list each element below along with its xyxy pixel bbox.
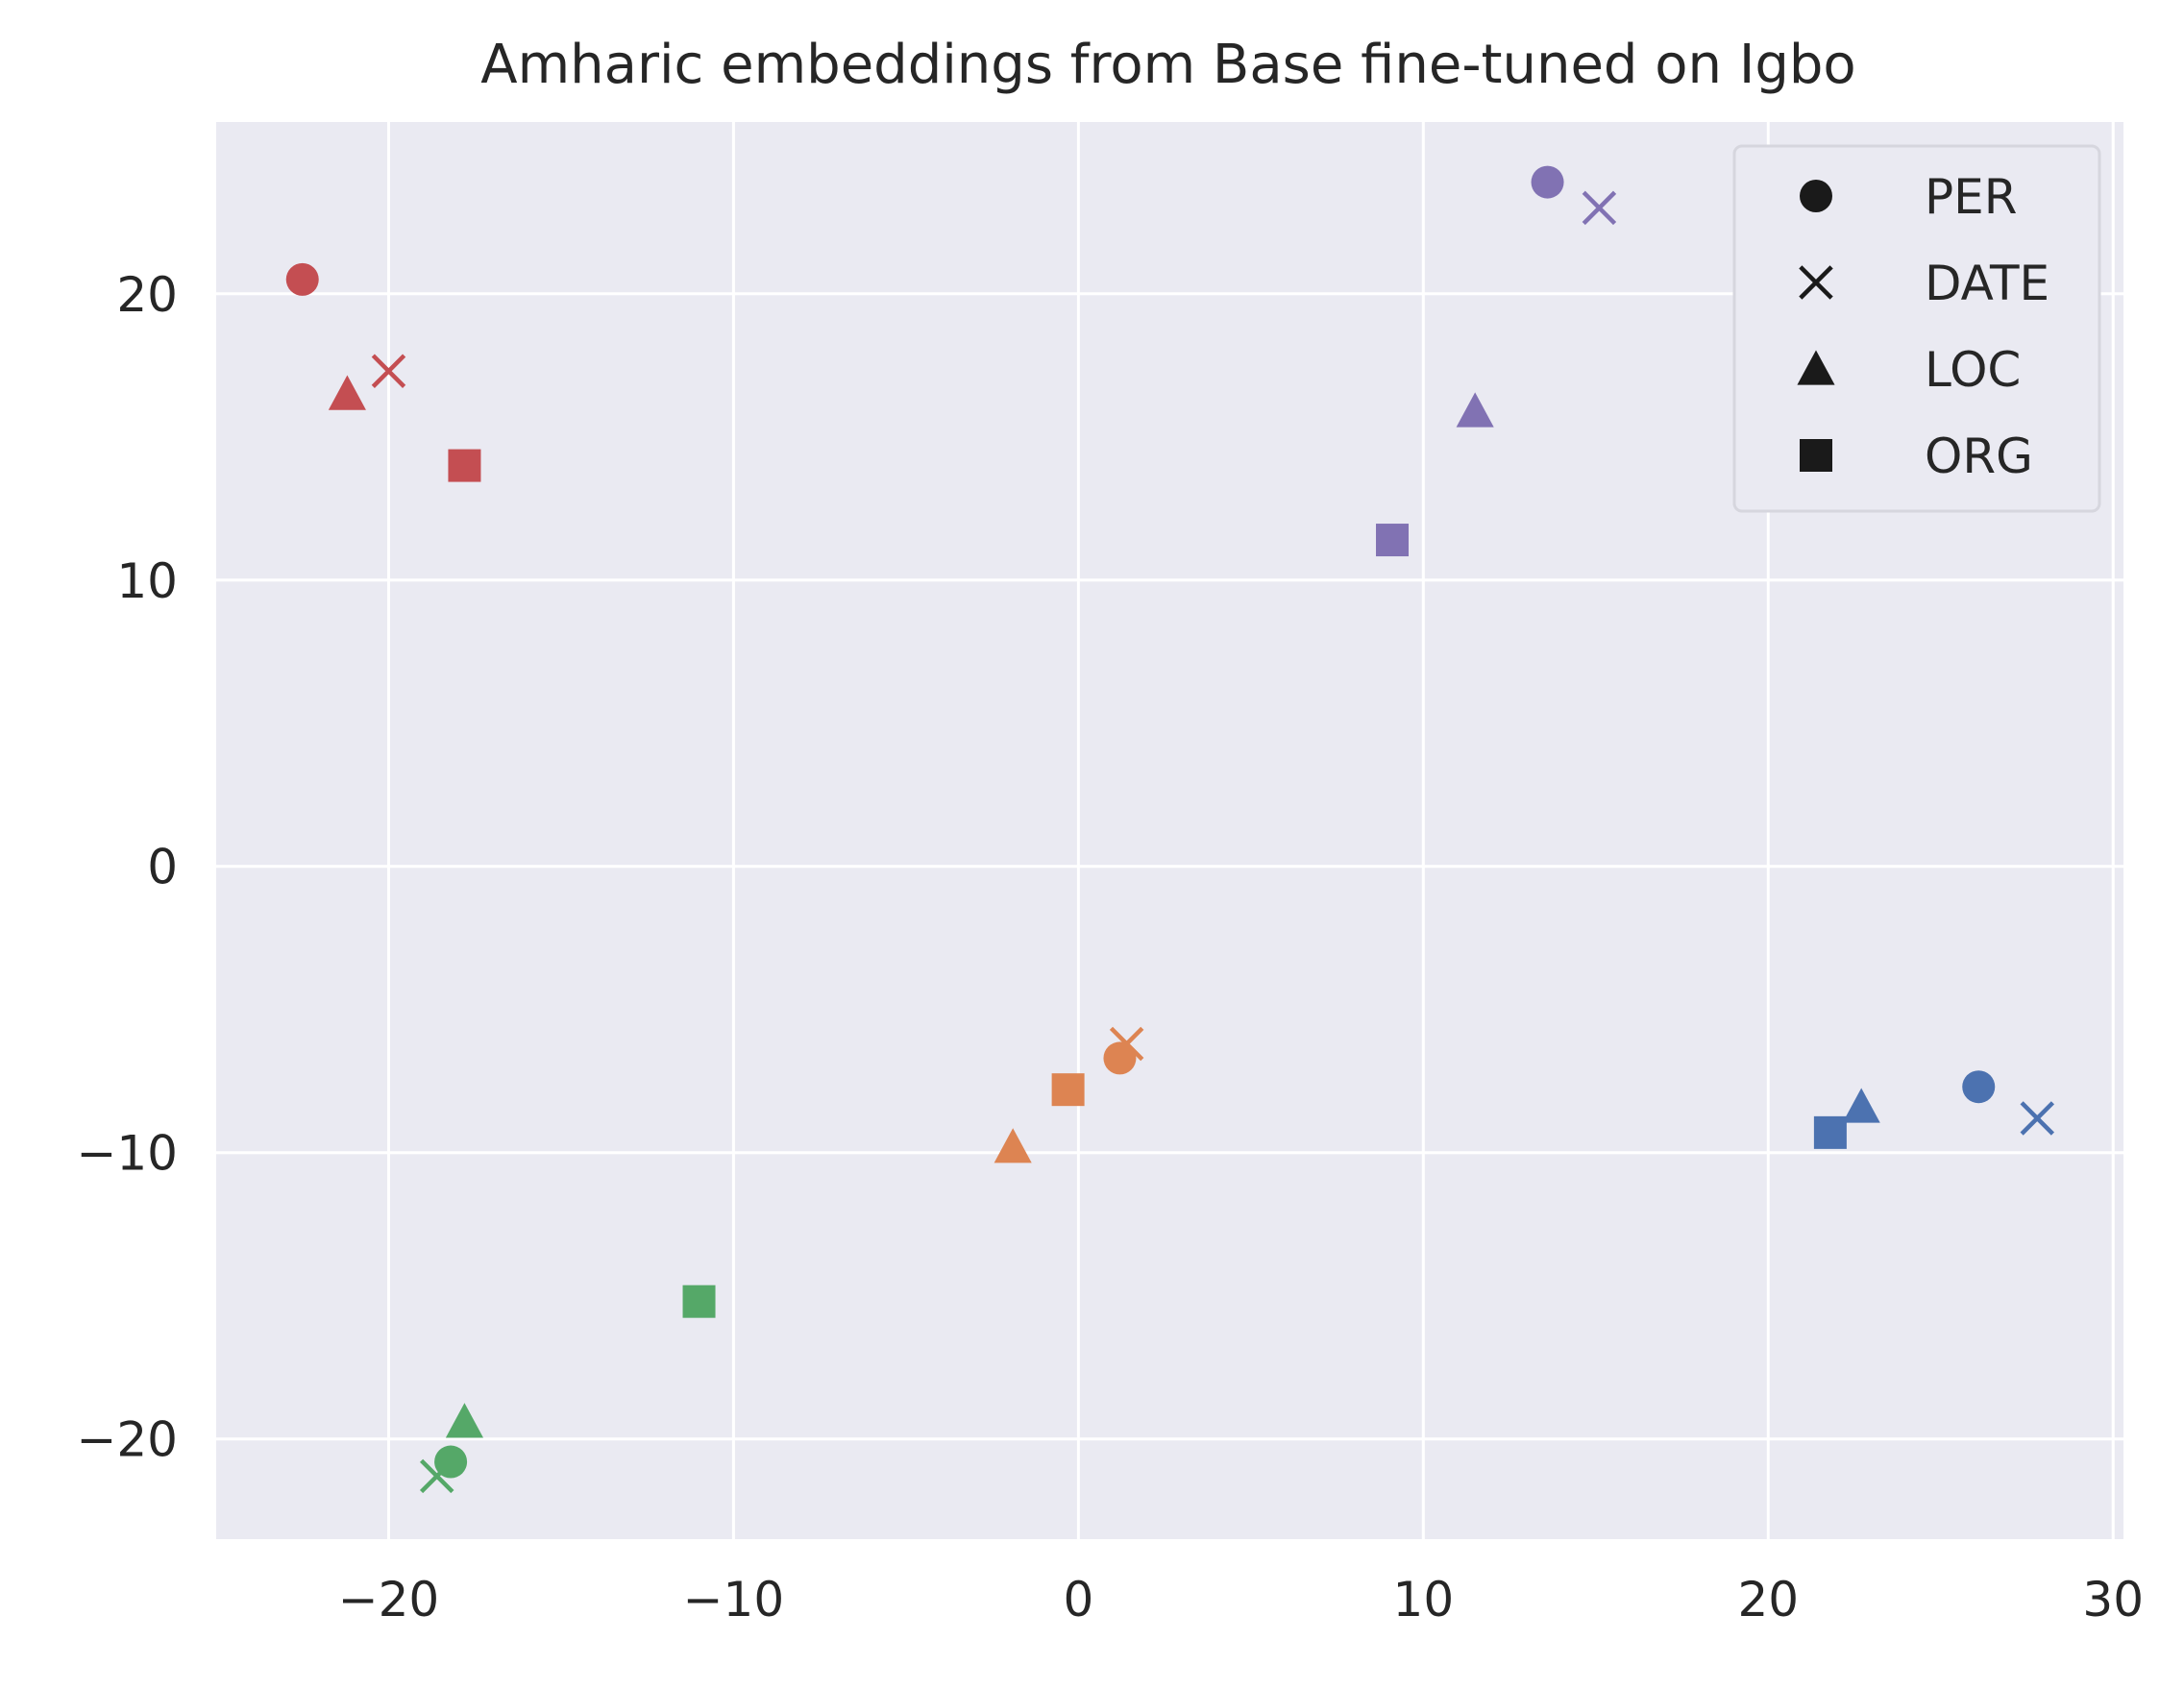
legend-label: DATE (1925, 256, 2049, 311)
data-point-square (1376, 524, 1410, 557)
x-tick-label: 10 (1393, 1572, 1455, 1628)
x-tick-label: −20 (338, 1572, 440, 1628)
data-point-x (2020, 1101, 2055, 1136)
data-point-square (682, 1285, 716, 1318)
legend-frame (1732, 144, 2101, 513)
y-tick-label: −20 (76, 1412, 178, 1468)
data-point-x (1582, 190, 1617, 226)
chart-title: Amharic embeddings from Base fine-tuned … (480, 34, 1855, 96)
legend-marker-x (1799, 265, 1833, 300)
legend-marker-circle (1800, 180, 1832, 212)
y-tick-label: 0 (147, 840, 178, 895)
legend: PER DATE LOC ORG (1732, 144, 2101, 513)
data-point-triangle (994, 1128, 1032, 1163)
data-point-triangle (328, 375, 366, 410)
data-point-square (448, 449, 481, 482)
x-tick-label: −10 (683, 1572, 785, 1628)
legend-label: ORG (1925, 428, 2033, 484)
data-point-x (1109, 1026, 1144, 1062)
data-point-circle (1531, 165, 1564, 199)
data-point-circle (285, 262, 319, 296)
data-point-triangle (445, 1403, 483, 1438)
legend-marker-triangle (1797, 350, 1835, 385)
legend-marker-square (1800, 439, 1832, 472)
x-tick-label: 30 (2082, 1572, 2144, 1628)
x-tick-label: 20 (1737, 1572, 1799, 1628)
y-tick-label: −10 (76, 1126, 178, 1182)
data-point-circle (1962, 1070, 1996, 1104)
data-point-x (419, 1458, 454, 1494)
legend-label: PER (1925, 169, 2017, 225)
y-tick-label: 20 (116, 267, 178, 323)
legend-label: LOC (1925, 342, 2021, 398)
data-point-square (1051, 1073, 1085, 1107)
data-point-circle (1103, 1041, 1137, 1075)
data-point-triangle (1842, 1088, 1880, 1123)
data-point-triangle (1456, 392, 1494, 428)
data-point-square (1813, 1115, 1847, 1149)
data-point-x (371, 354, 406, 388)
x-tick-label: 0 (1063, 1572, 1093, 1628)
y-tick-label: 10 (116, 553, 178, 609)
